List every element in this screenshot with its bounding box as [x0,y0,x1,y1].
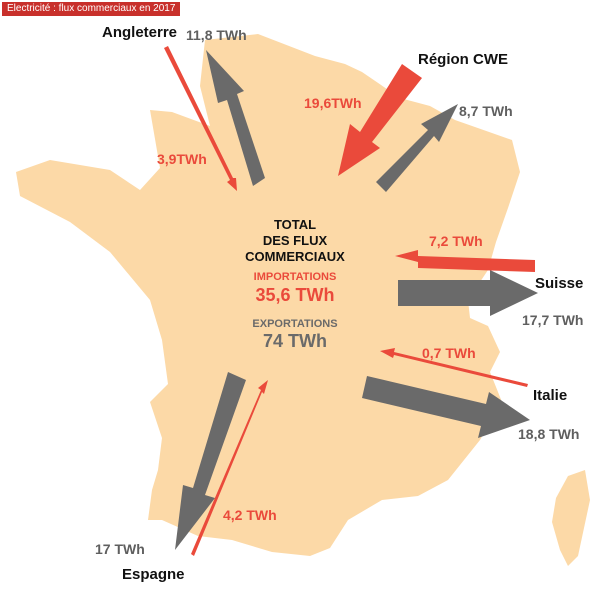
flow-suisse-export: 17,7 TWh [522,312,584,328]
import-arrows [164,46,535,556]
flow-espagne-import: 4,2 TWh [223,507,277,523]
flow-cwe-export: 8,7 TWh [459,103,513,119]
imports-value: 35,6 TWh [255,285,335,305]
export-arrow-italie [362,376,530,438]
export-arrow-espagne [175,372,246,550]
flow-espagne-export: 17 TWh [95,541,145,557]
flow-italie-export: 18,8 TWh [518,426,580,442]
import-arrow-italie [380,348,528,387]
import-arrow-cwe [338,64,422,176]
country-label-angleterre: Angleterre [102,24,178,41]
exports-value: 74 TWh [262,331,327,351]
summary-line2: DES FLUX [262,233,328,248]
import-arrow-angleterre [164,46,237,191]
import-arrow-espagne [191,380,268,556]
summary-line1: TOTAL [273,217,317,232]
summary-title: TOTAL DES FLUX COMMERCIAUX [220,217,370,265]
export-arrow-angleterre [206,50,265,186]
import-arrow-suisse [395,250,535,272]
exports-label: EXPORTATIONS [252,318,338,330]
summary-line3: COMMERCIAUX [245,249,345,264]
flow-cwe-import: 19,6TWh [304,95,362,111]
country-label-italie: Italie [533,387,568,404]
corsica [552,470,590,566]
flow-angleterre-export: 11,8 TWh [186,27,247,43]
country-label-espagne: Espagne [122,566,185,583]
country-label-region-cwe: Région CWE [418,51,508,68]
export-arrow-suisse [398,270,538,316]
export-arrows [175,50,538,550]
export-arrow-cwe [376,104,458,192]
header-tag: Electricité : flux commerciaux en 2017 [2,2,181,16]
flow-suisse-import: 7,2 TWh [429,233,483,249]
imports-label: IMPORTATIONS [253,271,337,283]
country-label-suisse: Suisse [535,275,584,292]
flow-angleterre-import: 3,9TWh [157,151,207,167]
flow-italie-import: 0,7 TWh [422,345,476,361]
